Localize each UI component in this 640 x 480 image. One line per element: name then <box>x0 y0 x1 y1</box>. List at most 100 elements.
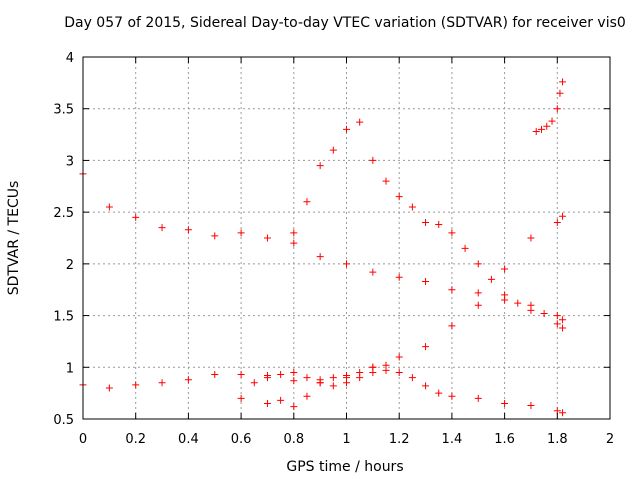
data-point <box>369 268 377 276</box>
y-tick-label: 3.5 <box>53 103 74 118</box>
x-tick-label: 2 <box>606 432 614 447</box>
data-point <box>316 253 324 261</box>
data-point <box>559 324 567 332</box>
data-point <box>527 306 535 314</box>
data-point <box>356 368 364 376</box>
x-tick-label: 1 <box>342 432 350 447</box>
data-point <box>559 409 567 417</box>
data-point <box>395 193 403 201</box>
x-tick-label: 0.2 <box>125 432 146 447</box>
data-point <box>158 379 166 387</box>
data-point <box>329 146 337 154</box>
data-point <box>105 384 113 392</box>
data-point <box>343 125 350 133</box>
y-tick-label: 3 <box>66 154 74 169</box>
data-point <box>105 203 113 211</box>
data-point <box>435 221 443 229</box>
data-point <box>474 394 482 402</box>
data-point <box>316 379 324 387</box>
data-point <box>250 379 258 387</box>
data-point <box>290 403 298 411</box>
x-tick-label: 1.4 <box>442 432 463 447</box>
y-tick-label: 2.5 <box>53 206 74 221</box>
data-point <box>559 212 567 220</box>
data-point <box>514 299 522 307</box>
data-point <box>448 322 456 330</box>
data-point <box>263 372 271 380</box>
y-axis-label: SDTVAR / TECUs <box>6 181 22 296</box>
data-point <box>422 343 430 351</box>
data-point <box>237 371 245 379</box>
data-points <box>79 78 567 417</box>
data-point <box>487 275 495 283</box>
data-point <box>474 301 482 309</box>
data-point <box>184 376 192 384</box>
y-axis-ticks: 0.5 1 1.5 2 2.5 3 3.5 4 <box>53 51 610 428</box>
data-point <box>237 394 245 402</box>
data-point <box>540 310 548 318</box>
data-point <box>559 78 567 86</box>
data-point <box>532 127 540 135</box>
data-point <box>408 374 416 382</box>
data-point <box>329 382 337 390</box>
data-point <box>343 260 350 268</box>
data-point <box>395 353 403 361</box>
data-point <box>548 117 556 125</box>
data-point <box>537 125 545 133</box>
x-axis-ticks: 0 0.2 0.4 0.6 0.8 1 1.2 1.4 1.6 1.8 2 <box>79 57 614 447</box>
data-point <box>290 368 298 376</box>
data-point <box>184 226 192 234</box>
data-point <box>263 234 271 242</box>
x-tick-label: 1.6 <box>494 432 515 447</box>
data-point <box>474 289 482 297</box>
data-point <box>290 229 298 237</box>
data-point <box>303 392 311 400</box>
data-point <box>316 162 324 170</box>
data-point <box>290 377 298 385</box>
data-point <box>408 203 416 211</box>
data-point <box>553 320 561 328</box>
data-point <box>553 312 561 320</box>
y-tick-label: 1 <box>66 361 74 376</box>
data-point <box>553 105 561 113</box>
data-point <box>501 265 509 273</box>
data-point <box>369 156 377 164</box>
data-point <box>422 382 430 390</box>
y-tick-label: 4 <box>66 51 74 66</box>
data-point <box>527 402 535 410</box>
data-point <box>343 379 350 387</box>
data-point <box>422 277 430 285</box>
data-point <box>303 198 311 206</box>
data-point <box>559 316 567 324</box>
data-point <box>277 371 285 379</box>
data-point <box>422 218 430 226</box>
x-tick-label: 0 <box>79 432 87 447</box>
data-point <box>263 399 271 407</box>
data-point <box>448 392 456 400</box>
data-point <box>501 399 509 407</box>
data-point <box>277 396 285 404</box>
x-tick-label: 0.4 <box>178 432 199 447</box>
data-point <box>395 273 403 281</box>
x-tick-label: 1.2 <box>389 432 410 447</box>
data-point <box>527 234 535 242</box>
data-point <box>329 374 337 382</box>
data-point <box>369 363 377 371</box>
data-point <box>132 381 140 389</box>
chart-title: Day 057 of 2015, Sidereal Day-to-day VTE… <box>64 15 626 31</box>
y-tick-label: 0.5 <box>53 413 74 428</box>
grid-lines <box>83 57 610 419</box>
data-point <box>553 218 561 226</box>
data-point <box>543 122 551 130</box>
data-point <box>343 372 350 380</box>
data-point <box>435 389 443 397</box>
data-point <box>461 244 469 252</box>
data-point <box>132 213 140 221</box>
data-point <box>303 374 311 382</box>
y-tick-label: 1.5 <box>53 310 74 325</box>
x-tick-label: 0.6 <box>231 432 252 447</box>
x-tick-label: 0.8 <box>283 432 304 447</box>
data-point <box>474 260 482 268</box>
y-tick-label: 2 <box>66 258 74 273</box>
